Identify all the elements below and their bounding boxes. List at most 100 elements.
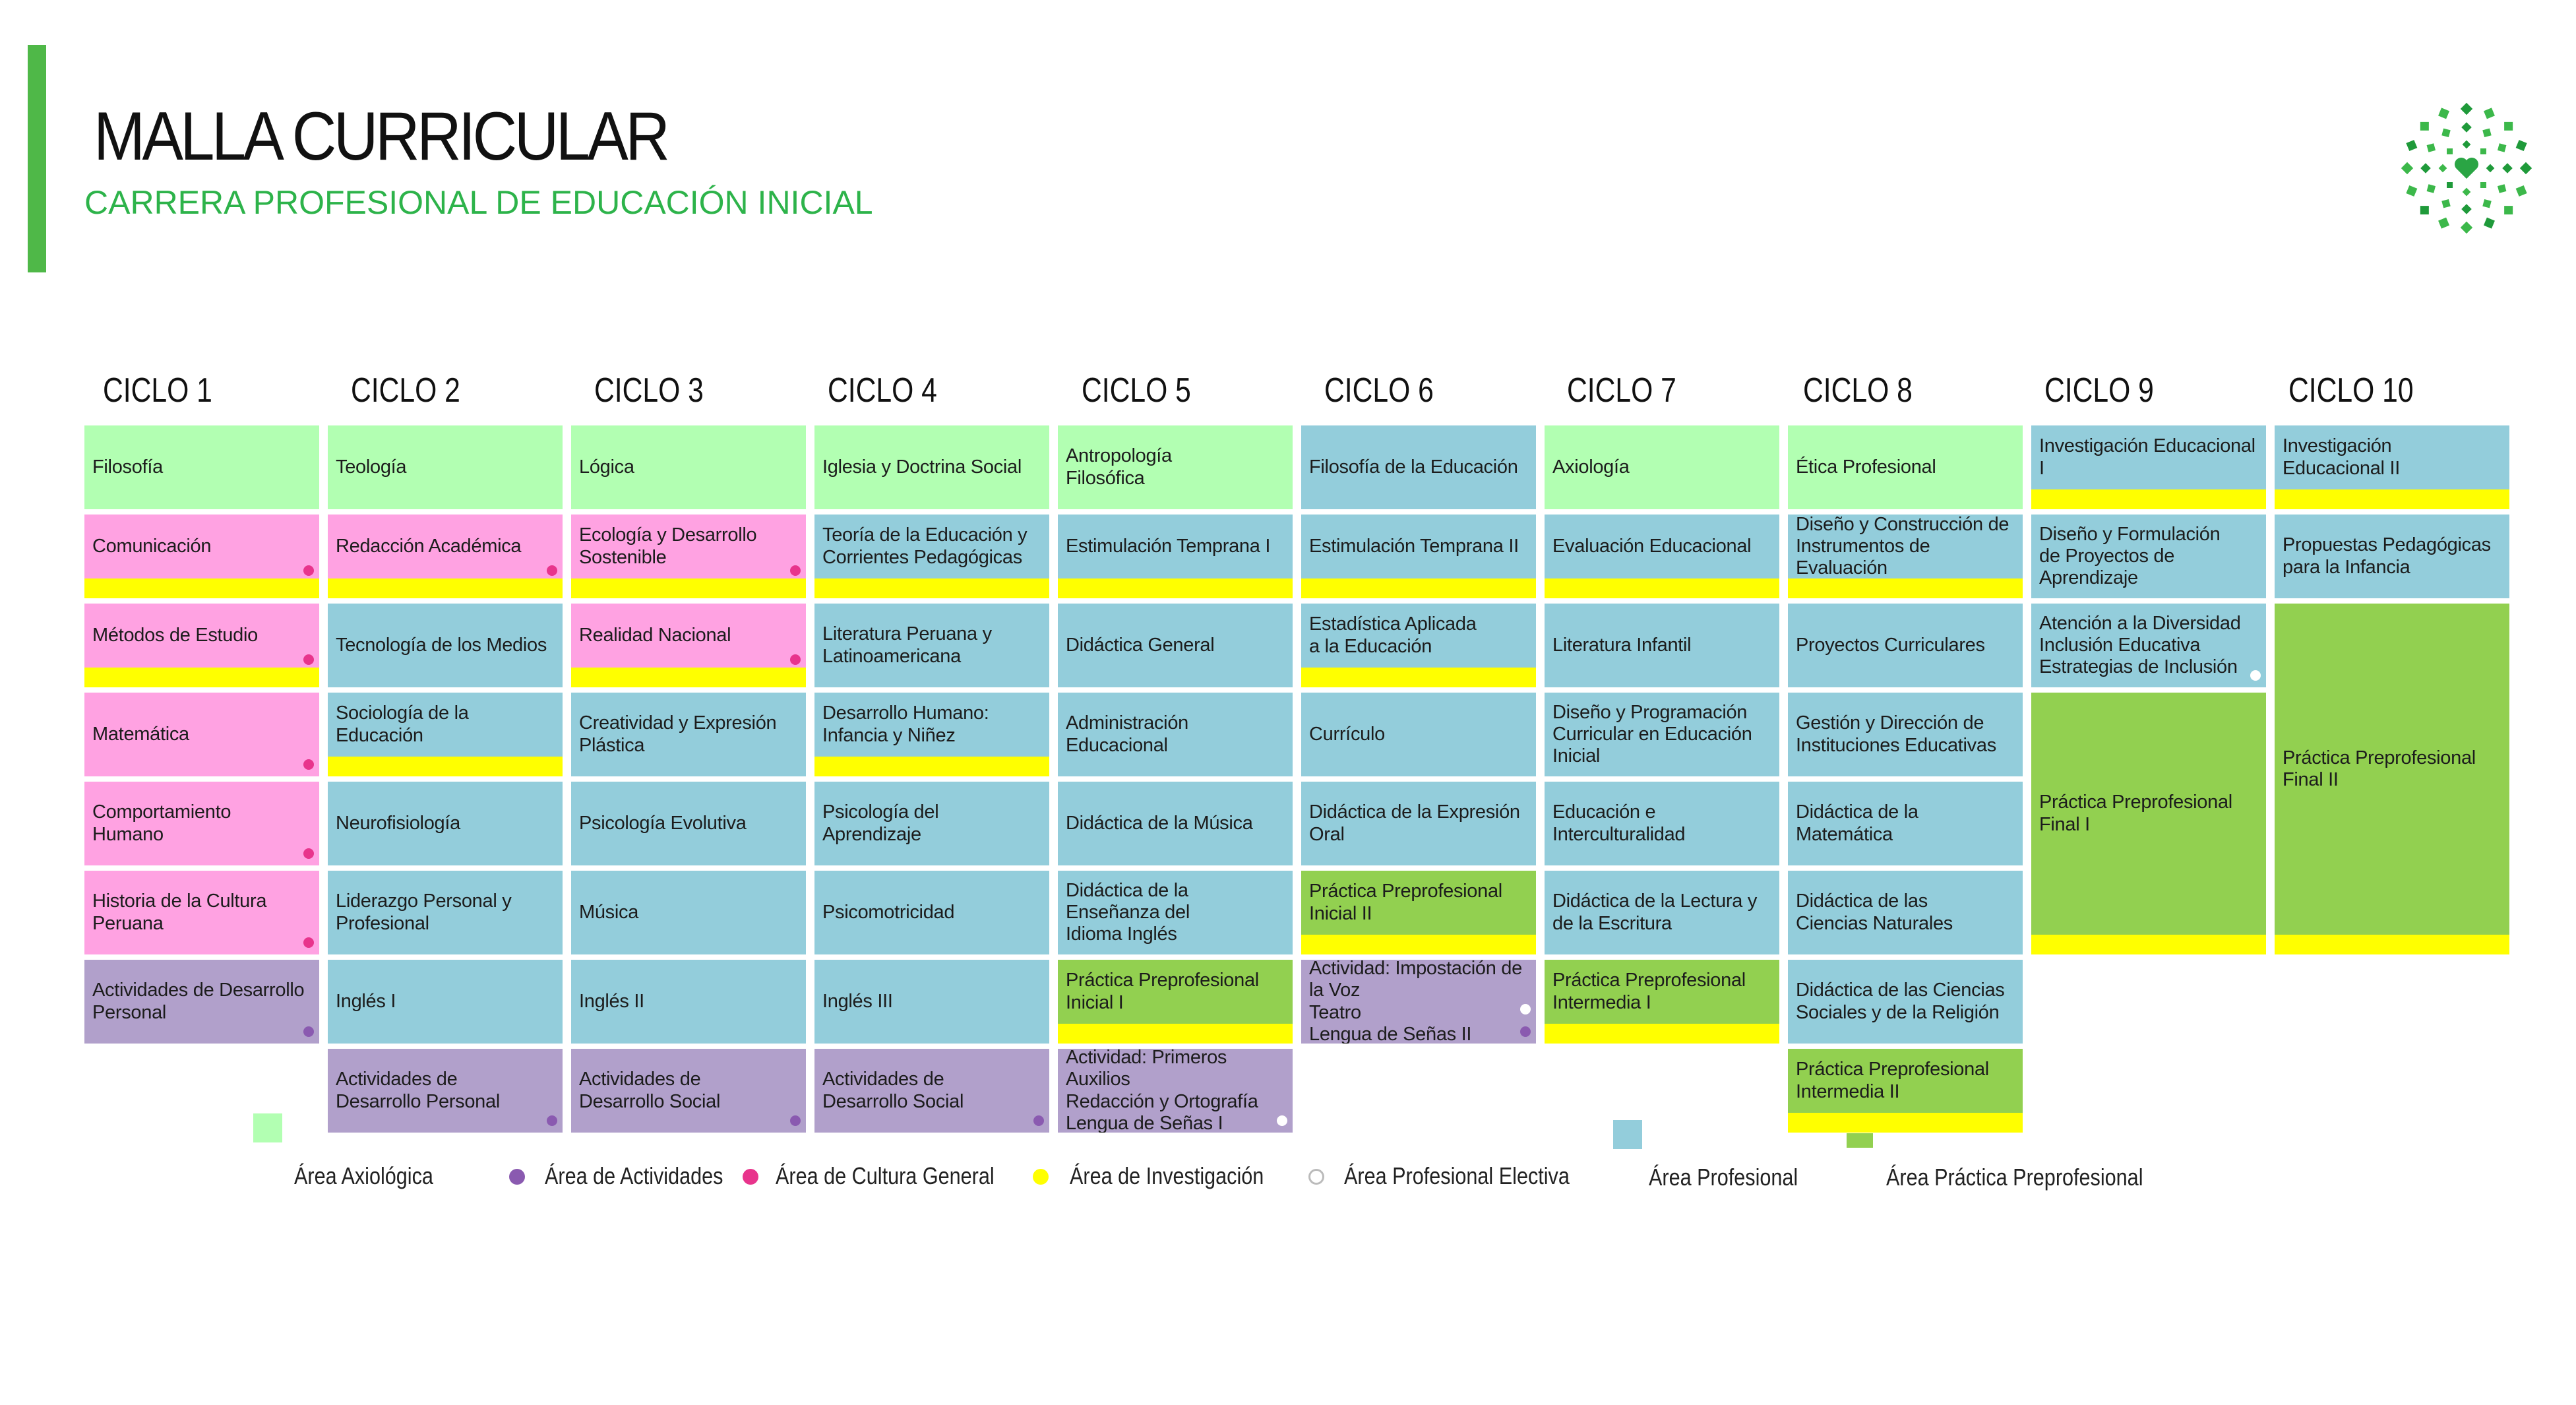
course-name: Evaluación Educacional [1552,535,1752,557]
research-strip [84,668,319,687]
cycle-label: CICLO 2 [351,371,460,410]
research-strip [1545,578,1779,598]
course-name: Estimulación Temprana I [1066,535,1271,557]
area-dot [2250,670,2261,681]
area-dot [547,1115,557,1126]
course-name: Inglés III [822,990,893,1012]
area-dot [303,759,314,770]
course-name: Neurofisiología [336,812,460,834]
course-name: Psicología Evolutiva [579,812,747,834]
area-dot [1033,1115,1044,1126]
course-cell: Diseño y Formulación de Proyectos de Apr… [2031,515,2266,598]
course-name: Matemática [92,723,189,745]
course-name: Actividad: Primeros Auxilios Redacción y… [1066,1049,1258,1133]
course-cell: Investigación Educacional II [2275,425,2509,509]
legend-label-investigacion: Área de Investigación [1070,1162,1264,1189]
research-strip [2275,935,2509,954]
course-cell: Historia de la Cultura Peruana [84,871,319,954]
course-name: Redacción Académica [336,535,522,557]
course-name: Práctica Preprofesional Intermedia II [1796,1059,1989,1102]
course-cell: Actividad: Impostación de la Voz Teatro … [1301,960,1536,1044]
course-name: Práctica Preprofesional Intermedia I [1552,970,1746,1013]
research-strip [328,757,563,776]
course-name: Teología [336,456,407,478]
area-dot [303,565,314,576]
cycle-label: CICLO 3 [594,371,704,410]
course-cell: Diseño y Construcción de Instrumentos de… [1788,515,2023,598]
course-cell: Práctica Preprofesional Inicial II [1301,871,1536,954]
course-cell: Didáctica de las Ciencias Naturales [1788,871,2023,954]
research-strip [84,578,319,598]
area-dot [303,937,314,948]
course-name: Actividad: Impostación de la Voz Teatro … [1309,960,1522,1044]
course-name: Comunicación [92,535,212,557]
course-name: Didáctica de las Ciencias Naturales [1796,890,1953,934]
cycle-label: CICLO 9 [2044,371,2154,410]
cycle-label: CICLO 7 [1567,371,1676,410]
course-cell: Axiología [1545,425,1779,509]
course-cell: Psicología Evolutiva [571,782,806,865]
legend-label-actividades: Área de Actividades [545,1162,723,1189]
course-cell: Práctica Preprofesional Inicial I [1058,960,1293,1044]
course-name: Proyectos Curriculares [1796,634,1985,656]
course-cell: Investigación Educacional I [2031,425,2266,509]
course-name: Antropología Filosófica [1066,445,1172,489]
course-name: Inglés I [336,990,396,1012]
course-name: Práctica Preprofesional Final II [2283,747,2476,790]
course-cell: Filosofía de la Educación [1301,425,1536,509]
course-cell: Tecnología de los Medios [328,604,563,687]
area-dot [547,565,557,576]
research-strip [1301,668,1536,687]
course-cell: Neurofisiología [328,782,563,865]
course-cell: Ética Profesional [1788,425,2023,509]
cycle-label: CICLO 1 [103,371,212,410]
research-strip [2031,935,2266,954]
area-dot [790,1115,801,1126]
course-cell: Métodos de Estudio [84,604,319,687]
course-cell: Desarrollo Humano: Infancia y Niñez [814,693,1049,776]
course-name: Didáctica General [1066,634,1215,656]
course-cell: Filosofía [84,425,319,509]
course-cell: Estimulación Temprana I [1058,515,1293,598]
course-name: Didáctica de la Enseñanza del Idioma Ing… [1066,879,1190,945]
course-cell: Currículo [1301,693,1536,776]
course-cell: Realidad Nacional [571,604,806,687]
course-cell: Inglés II [571,960,806,1044]
course-name: Didáctica de la Matemática [1796,801,1918,845]
course-cell: Ecología y Desarrollo Sostenible [571,515,806,598]
course-name: Tecnología de los Medios [336,634,547,656]
course-name: Educación e Interculturalidad [1552,801,1686,845]
course-cell: Actividades de Desarrollo Social [571,1049,806,1133]
course-name: Liderazgo Personal y Profesional [336,890,512,934]
legend-swatch-practica [1847,1133,1873,1148]
research-strip [1788,1113,2023,1133]
research-strip [2275,489,2509,509]
research-strip [814,578,1049,598]
course-name: Filosofía de la Educación [1309,456,1518,478]
course-name: Didáctica de la Música [1066,812,1253,834]
course-name: Desarrollo Humano: Infancia y Niñez [822,702,989,746]
course-name: Práctica Preprofesional Inicial I [1066,970,1259,1013]
legend-label-cultura: Área de Cultura General [776,1162,995,1189]
course-cell: Inglés III [814,960,1049,1044]
research-strip [571,668,806,687]
course-name: Psicomotricidad [822,901,955,923]
course-cell: Práctica Preprofesional Intermedia II [1788,1049,2023,1133]
cycle-label: CICLO 4 [828,371,937,410]
course-cell: Música [571,871,806,954]
course-name: Administración Educacional [1066,712,1188,756]
course-cell: Antropología Filosófica [1058,425,1293,509]
course-name: Práctica Preprofesional Final I [2039,792,2232,835]
course-name: Currículo [1309,723,1385,745]
course-cell: Práctica Preprofesional Intermedia I [1545,960,1779,1044]
course-cell: Diseño y Programación Curricular en Educ… [1545,693,1779,776]
course-name: Métodos de Estudio [92,624,258,646]
course-cell: Iglesia y Doctrina Social [814,425,1049,509]
course-name: Historia de la Cultura Peruana [92,890,267,934]
course-cell: Didáctica General [1058,604,1293,687]
course-cell: Práctica Preprofesional Final II [2275,604,2509,954]
research-strip [1301,578,1536,598]
course-cell: Liderazgo Personal y Profesional [328,871,563,954]
research-strip [1301,935,1536,954]
area-dot [790,565,801,576]
